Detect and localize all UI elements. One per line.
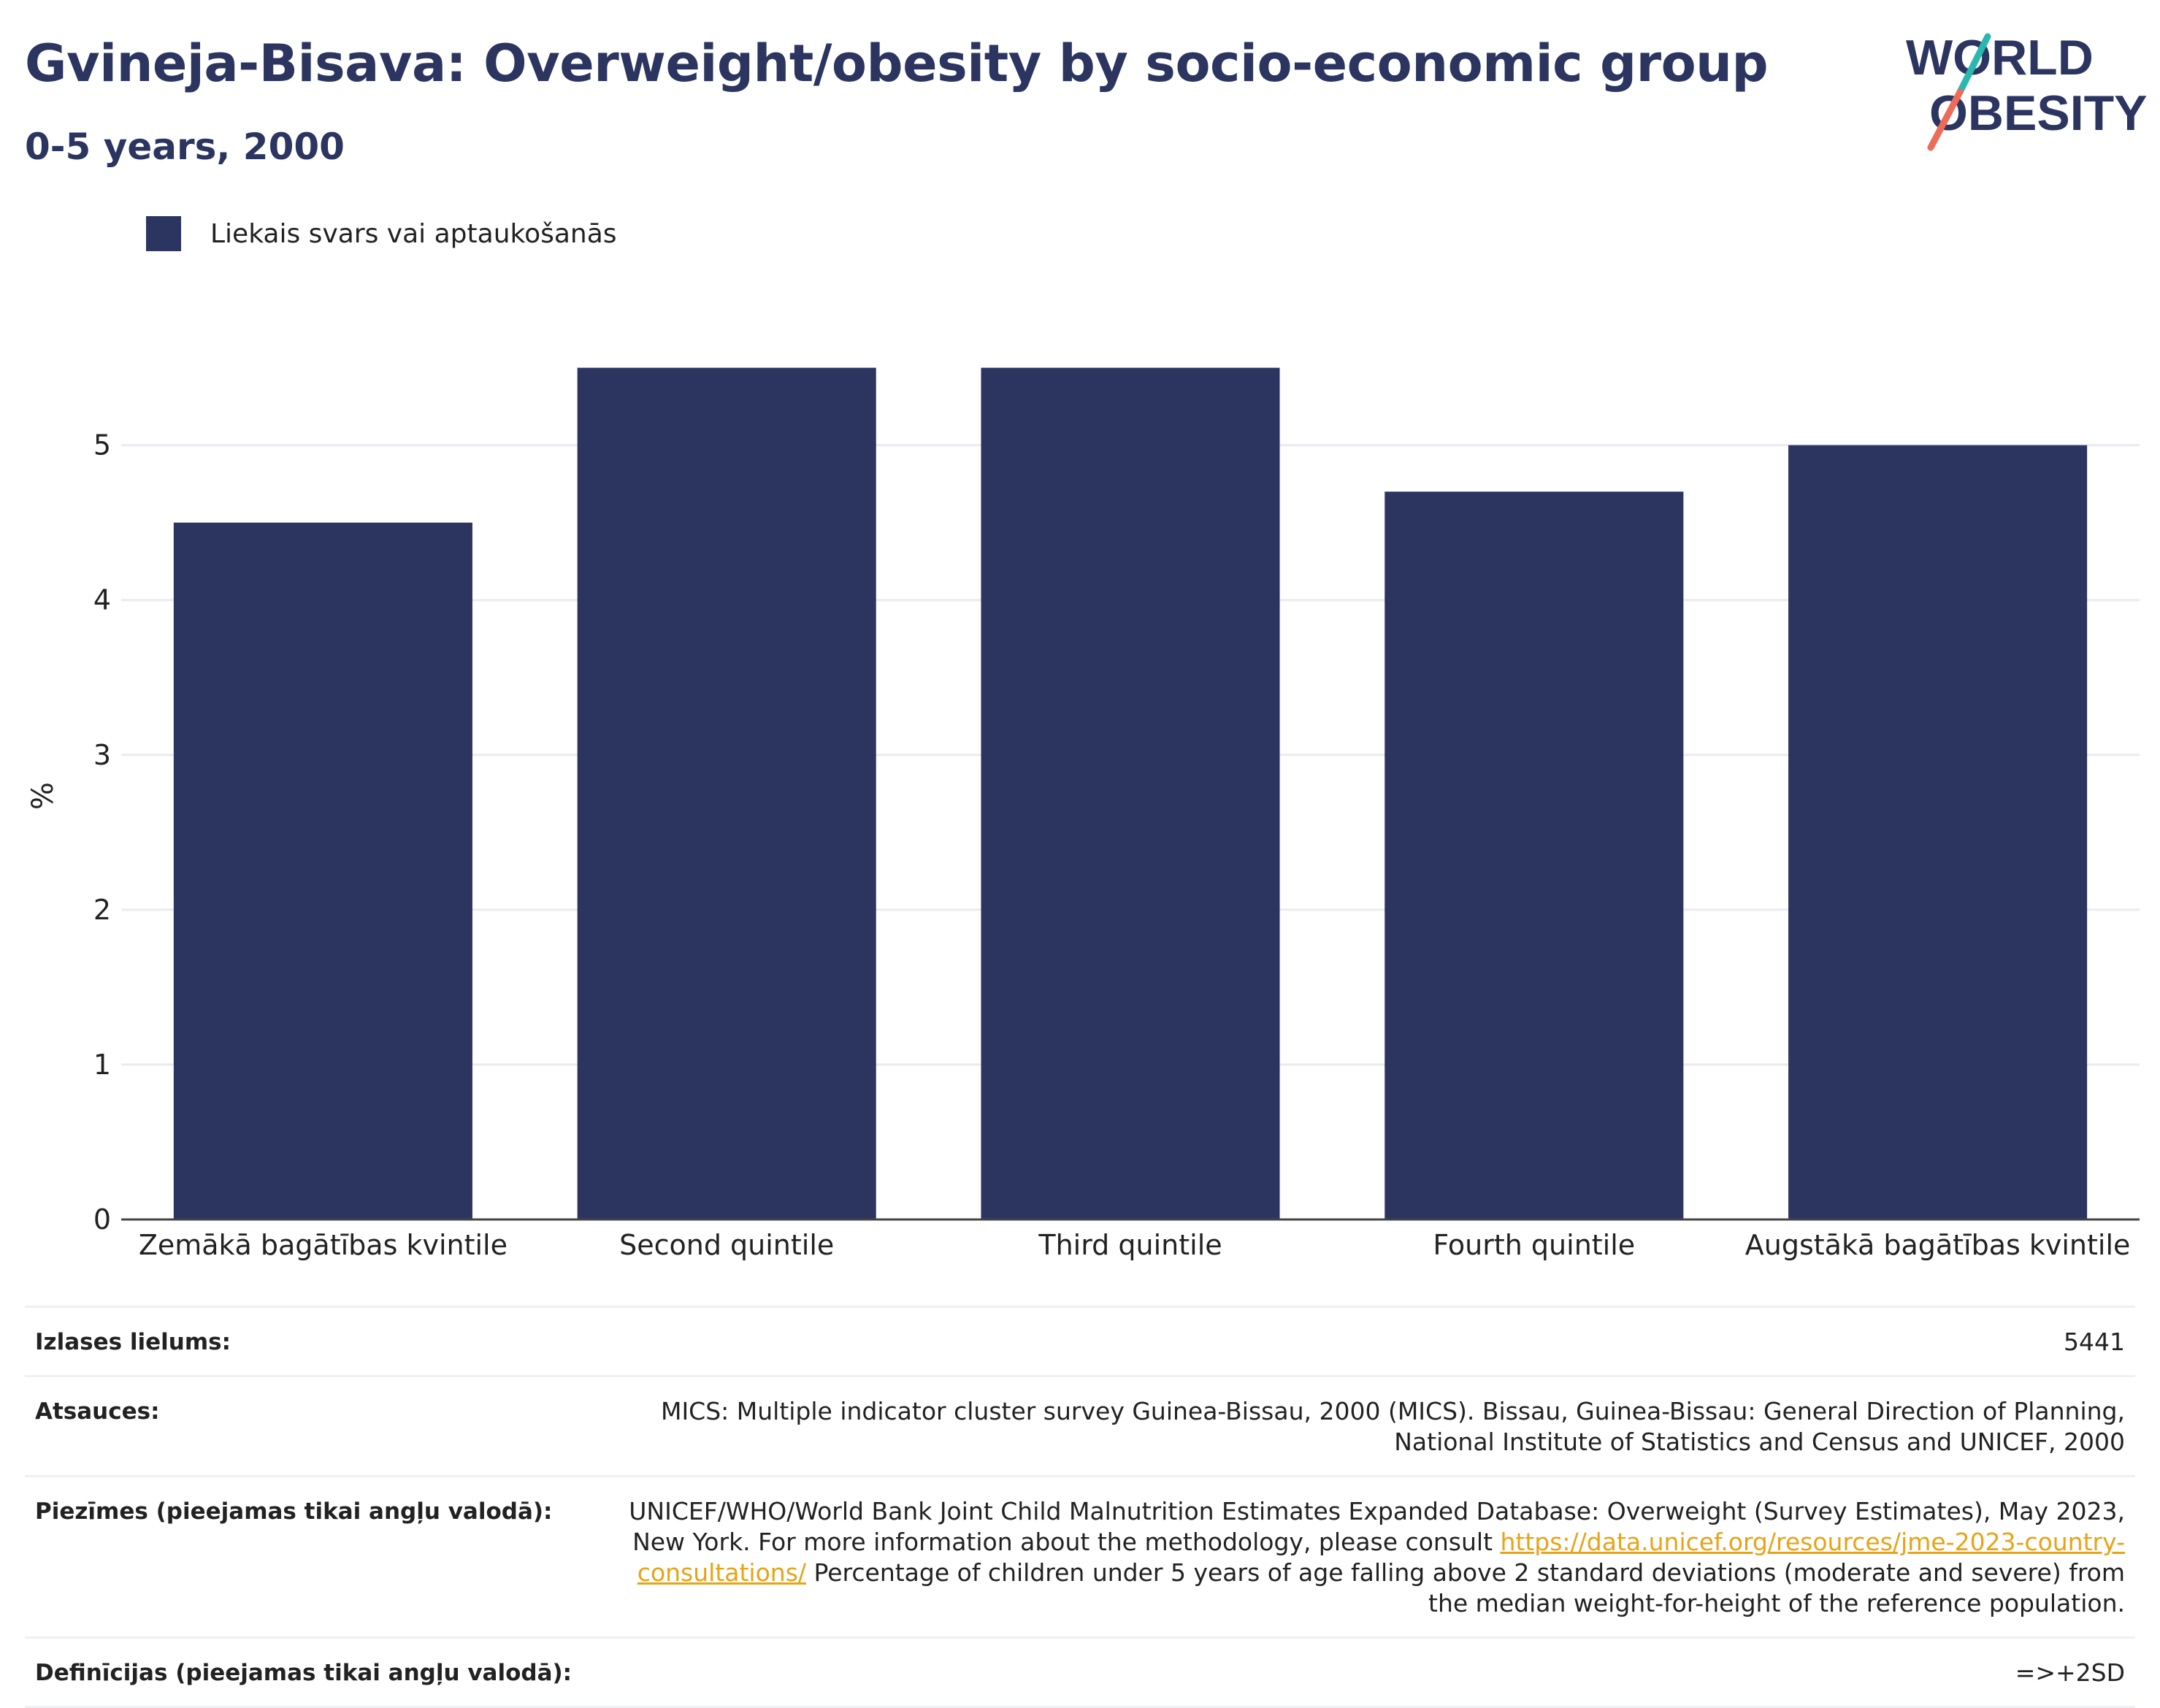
x-tick-label: Augstākā bagātības kvintile [1745,1229,2131,1261]
chart-subtitle: 0-5 years, 2000 [25,126,345,168]
x-tick-label: Zemākā bagātības kvintile [139,1229,508,1261]
info-table: Izlases lielums: 5441 Atsauces: MICS: Mu… [25,1306,2135,1708]
x-tick-label: Third quintile [1038,1229,1222,1261]
logo-line1: WORLD [1906,30,2094,85]
logo-slash-coral [1927,88,1964,151]
sample-size-row: Izlases lielums: 5441 [25,1306,2135,1375]
x-tick-label: Second quintile [619,1229,834,1261]
bar [577,367,876,1219]
y-tick-label: 1 [93,1049,111,1081]
definitions-label: Definīcijas (pieejamas tikai angļu valod… [35,1660,572,1686]
definitions-row: Definīcijas (pieejamas tikai angļu valod… [25,1636,2135,1708]
logo-slash-teal [1956,33,1991,96]
y-tick-label: 3 [93,739,111,771]
bar-chart: 0 1 2 3 4 5% Zemākā bagātības kvintile Second q… [26,367,2140,1261]
definitions-value: =>+2SD [2015,1658,2125,1687]
logo-line2: OBESITY [1929,85,2147,141]
y-axis-label: % [26,782,60,810]
bar [173,522,472,1219]
y-tick-label: 2 [93,894,111,926]
notes-link[interactable]: https://data.unicef.org/resources/jme-20… [637,1528,2125,1587]
legend-swatch [146,216,181,251]
sources-row: Atsauces: MICS: Multiple indicator clust… [25,1375,2135,1475]
y-tick-label: 5 [93,429,111,462]
notes-label: Piezīmes (pieejamas tikai angļu valodā): [35,1498,553,1525]
sources-label: Atsauces: [35,1398,160,1425]
sample-size-label: Izlases lielums: [35,1329,231,1355]
chart-title: Gvineja-Bisava: Overweight/obesity by so… [25,34,1769,93]
x-tick-label: Fourth quintile [1433,1229,1635,1261]
bar [1788,445,2088,1219]
bar [1385,491,1684,1219]
notes-text: UNICEF/WHO/World Bank Joint Child Malnut… [629,1497,2125,1556]
bar [981,367,1280,1219]
legend-label: Liekais svars vai aptaukošanās [210,218,617,249]
sources-value: MICS: Multiple indicator cluster survey … [660,1397,2125,1456]
notes-row: Piezīmes (pieejamas tikai angļu valodā):… [25,1475,2135,1636]
y-tick-label: 0 [93,1203,111,1236]
legend: Liekais svars vai aptaukošanās [146,216,617,251]
sample-size-value: 5441 [2064,1328,2125,1356]
notes-value: UNICEF/WHO/World Bank Joint Child Malnut… [591,1496,2125,1619]
notes-text-after: Percentage of children under 5 years of … [806,1558,2126,1617]
y-tick-label: 4 [93,584,111,616]
world-obesity-logo: WORLD OBESITY [1906,30,2147,151]
